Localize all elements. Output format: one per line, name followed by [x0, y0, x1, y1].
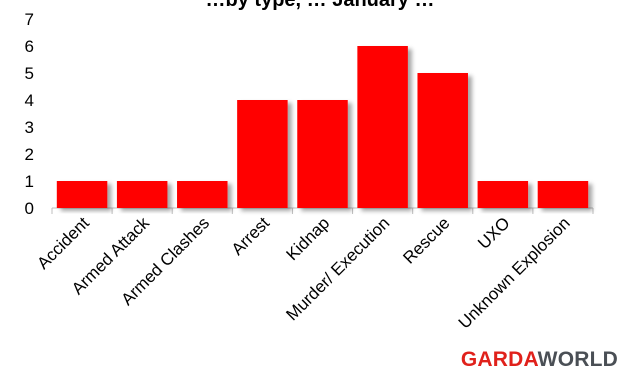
logo-part-garda: GARDA — [460, 348, 538, 371]
bar — [56, 181, 108, 208]
x-tick-label: Rescue — [399, 213, 453, 267]
y-tick-label: 4 — [25, 91, 34, 110]
y-tick-label: 3 — [25, 118, 34, 137]
bar — [357, 46, 408, 208]
bar — [116, 181, 168, 208]
bar — [537, 181, 589, 208]
y-tick-label: 6 — [25, 37, 34, 56]
y-tick-label: 7 — [25, 10, 34, 29]
chart-title: …by type, … January … — [206, 0, 435, 11]
logo-part-world: WORLD — [537, 348, 618, 371]
x-tick-label: Unknown Explosion — [455, 213, 574, 332]
y-tick-label: 5 — [25, 64, 34, 83]
x-tick-label: Murder/ Execution — [282, 213, 393, 324]
y-axis: 0 1 2 3 4 5 6 7 — [25, 10, 34, 218]
x-tick-label: Accident — [33, 213, 93, 273]
x-tick-label: Kidnap — [282, 213, 333, 264]
bar — [297, 100, 348, 208]
bar — [177, 181, 228, 208]
gardaworld-logo: GARDAWORLD — [461, 348, 618, 372]
bar — [477, 181, 529, 208]
y-tick-label: 2 — [25, 145, 34, 164]
x-tick-label: Arrest — [228, 213, 274, 259]
bar — [417, 73, 468, 208]
bar-series — [56, 46, 589, 208]
x-axis — [51, 207, 594, 214]
y-tick-label: 0 — [25, 199, 34, 218]
x-tick-label: UXO — [474, 213, 513, 252]
y-tick-label: 1 — [25, 172, 34, 191]
bar — [237, 100, 288, 208]
